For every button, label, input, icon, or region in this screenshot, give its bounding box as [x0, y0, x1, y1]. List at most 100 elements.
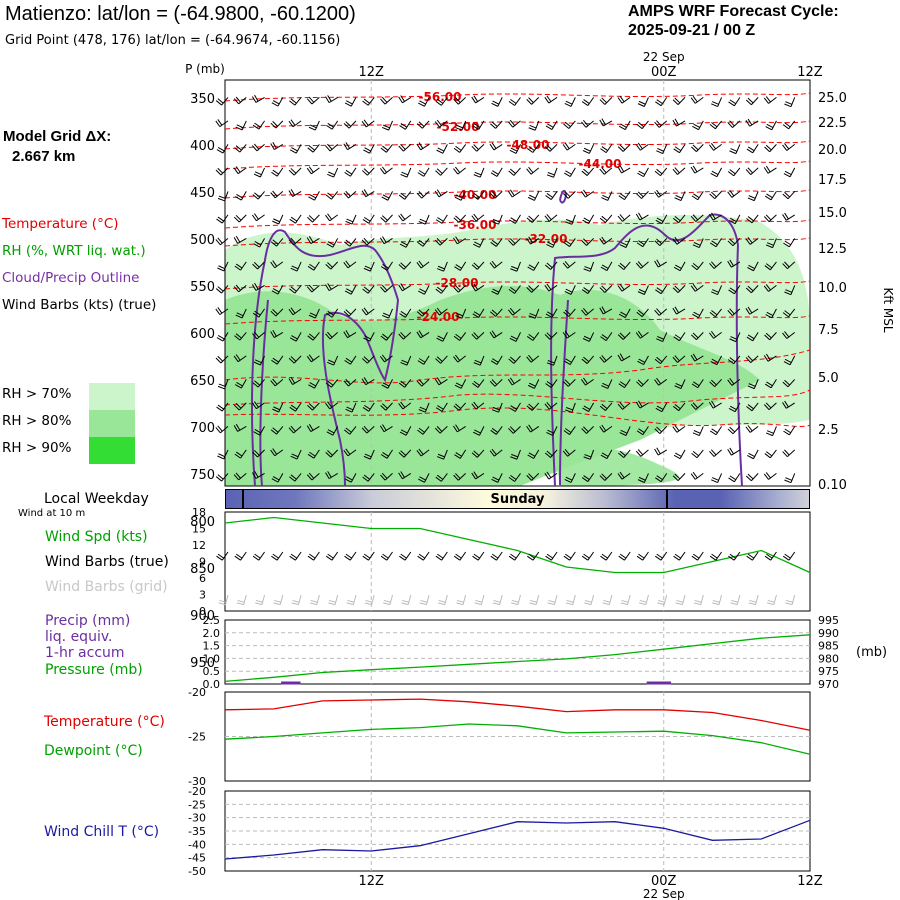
barb-flag	[582, 219, 589, 224]
barb-shaft	[715, 308, 722, 318]
barb-flag	[765, 214, 772, 221]
barb-flag	[546, 262, 553, 268]
barb-flag	[528, 127, 536, 131]
barb-shaft	[735, 332, 741, 342]
barb-shaft	[352, 594, 357, 605]
barb-flag	[656, 356, 663, 363]
barb-shaft	[660, 285, 668, 294]
barb-flag	[271, 290, 279, 295]
barb-shaft	[535, 594, 540, 605]
barb-flag	[564, 103, 572, 107]
barb-shaft	[219, 120, 229, 128]
barb-flag	[307, 147, 314, 153]
barb-flag	[435, 100, 442, 106]
barb-shaft	[712, 402, 722, 409]
barb-flag	[472, 313, 479, 318]
barb-flag	[711, 428, 718, 434]
sounding-wind-barb	[306, 472, 320, 481]
barb-flag	[398, 96, 403, 104]
barb-flag	[527, 266, 534, 271]
barb-flag	[508, 555, 516, 561]
barb-flag	[233, 98, 240, 105]
sounding-wind-barb	[416, 142, 430, 151]
barb-shaft	[715, 120, 722, 130]
sounding-wind-barb	[490, 238, 503, 247]
barb-shaft	[750, 167, 759, 175]
barb-shaft	[386, 551, 393, 561]
legend-wind-speed: Wind Spd (kts)	[45, 529, 148, 545]
barb-flag	[288, 169, 295, 176]
sounding-wind-barb	[746, 144, 759, 154]
barb-shaft	[241, 308, 247, 319]
sounding-wind-barb	[416, 120, 430, 129]
barb-flag	[655, 407, 663, 413]
sounding-wind-barb	[581, 426, 594, 434]
barb-flag	[434, 378, 440, 386]
barb-flag	[290, 404, 298, 410]
barb-flag	[690, 403, 697, 410]
barb-shaft	[422, 238, 430, 247]
barb-flag	[674, 306, 680, 314]
sounding-wind-barb	[727, 308, 741, 316]
barb-shaft	[514, 473, 521, 482]
barb-flag	[327, 173, 334, 178]
barb-flag	[510, 217, 517, 222]
barb-flag	[529, 602, 537, 606]
barb-flag	[526, 475, 532, 481]
barb-shaft	[717, 285, 723, 295]
barb-flag	[435, 219, 443, 224]
barb-shaft	[444, 594, 448, 605]
sounding-wind-barb	[490, 120, 503, 129]
barb-flag	[416, 450, 422, 457]
barb-flag	[620, 429, 628, 434]
barb-flag	[253, 243, 260, 248]
sounding-wind-barb	[599, 167, 613, 175]
sounding-wind-barb	[234, 332, 247, 341]
barb-shaft	[549, 144, 558, 152]
barb-flag	[233, 404, 240, 411]
barb-flag	[583, 553, 590, 559]
barb-shaft	[531, 473, 540, 481]
barb-shaft	[585, 378, 594, 386]
sounding-wind-barb	[763, 402, 777, 411]
barb-shaft	[313, 551, 320, 561]
barb-shaft	[679, 332, 686, 341]
barb-shaft	[477, 551, 485, 561]
wind-barb-grid	[437, 594, 448, 606]
barb-flag	[271, 102, 279, 107]
barb-flag	[656, 217, 664, 222]
barb-shaft	[276, 426, 284, 435]
barb-shaft	[513, 167, 521, 176]
barb-flag	[654, 121, 660, 128]
barb-flag	[510, 553, 517, 559]
sounding-wind-barb	[398, 331, 412, 340]
barb-flag	[635, 144, 641, 151]
barb-flag	[490, 360, 498, 365]
sounding-wind-barb	[471, 471, 485, 480]
barb-flag	[399, 243, 407, 248]
barb-flag	[491, 221, 499, 225]
barb-flag	[564, 448, 570, 456]
barb-flag	[217, 425, 223, 432]
wind-barb-grid	[529, 594, 540, 606]
barb-flag	[784, 331, 790, 338]
barb-shaft	[531, 214, 540, 223]
barb-shaft	[479, 426, 485, 436]
barb-flag	[475, 599, 483, 603]
sounding-wind-barb	[527, 261, 540, 271]
precip-tick-label: 0.5	[203, 665, 221, 678]
sounding-wind-barb	[416, 191, 430, 199]
barb-flag	[692, 95, 698, 103]
sounding-wind-barb	[528, 308, 540, 319]
barb-flag	[584, 454, 592, 458]
barb-flag	[544, 334, 551, 340]
barb-flag	[272, 476, 280, 481]
sounding-wind-barb	[418, 97, 430, 107]
barb-shaft	[366, 426, 375, 434]
barb-flag	[363, 149, 370, 154]
barb-flag	[619, 432, 627, 436]
barb-flag	[763, 285, 769, 292]
sounding-wind-barb	[418, 402, 430, 413]
barb-flag	[437, 147, 445, 152]
barb-flag	[617, 97, 623, 104]
